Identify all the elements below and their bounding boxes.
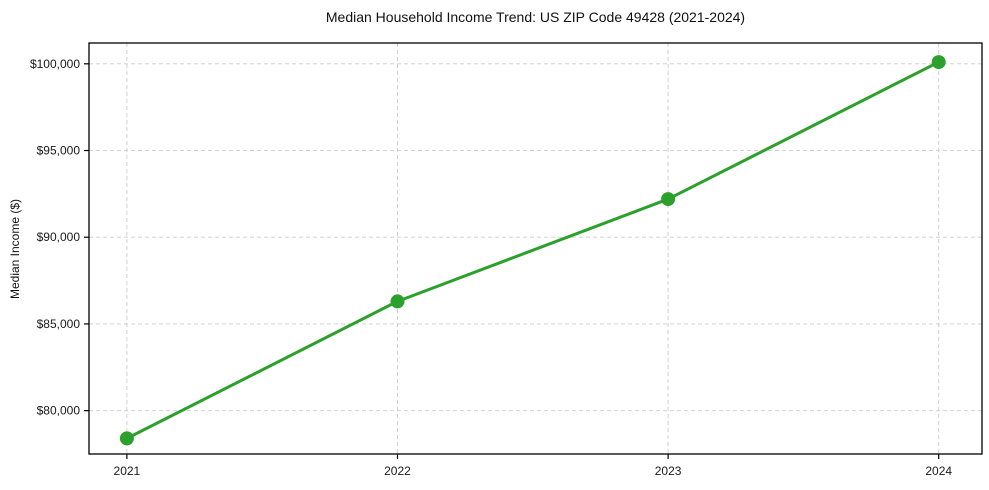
x-tick-label: 2023 <box>655 464 682 478</box>
y-tick-label: $85,000 <box>37 317 81 331</box>
x-tick-label: 2021 <box>114 464 141 478</box>
y-tick-label: $90,000 <box>37 230 81 244</box>
y-tick-label: $80,000 <box>37 404 81 418</box>
y-tick-label: $95,000 <box>37 144 81 158</box>
data-point-2021 <box>119 431 134 446</box>
y-tick-label: $100,000 <box>30 57 80 71</box>
data-point-2022 <box>390 294 405 309</box>
chart-title: Median Household Income Trend: US ZIP Co… <box>325 9 746 25</box>
x-tick-label: 2024 <box>925 464 952 478</box>
x-tick-label: 2022 <box>384 464 411 478</box>
data-point-2023 <box>661 192 676 207</box>
data-point-2024 <box>931 55 946 70</box>
trend-line <box>125 60 941 440</box>
plot-border <box>88 42 983 455</box>
